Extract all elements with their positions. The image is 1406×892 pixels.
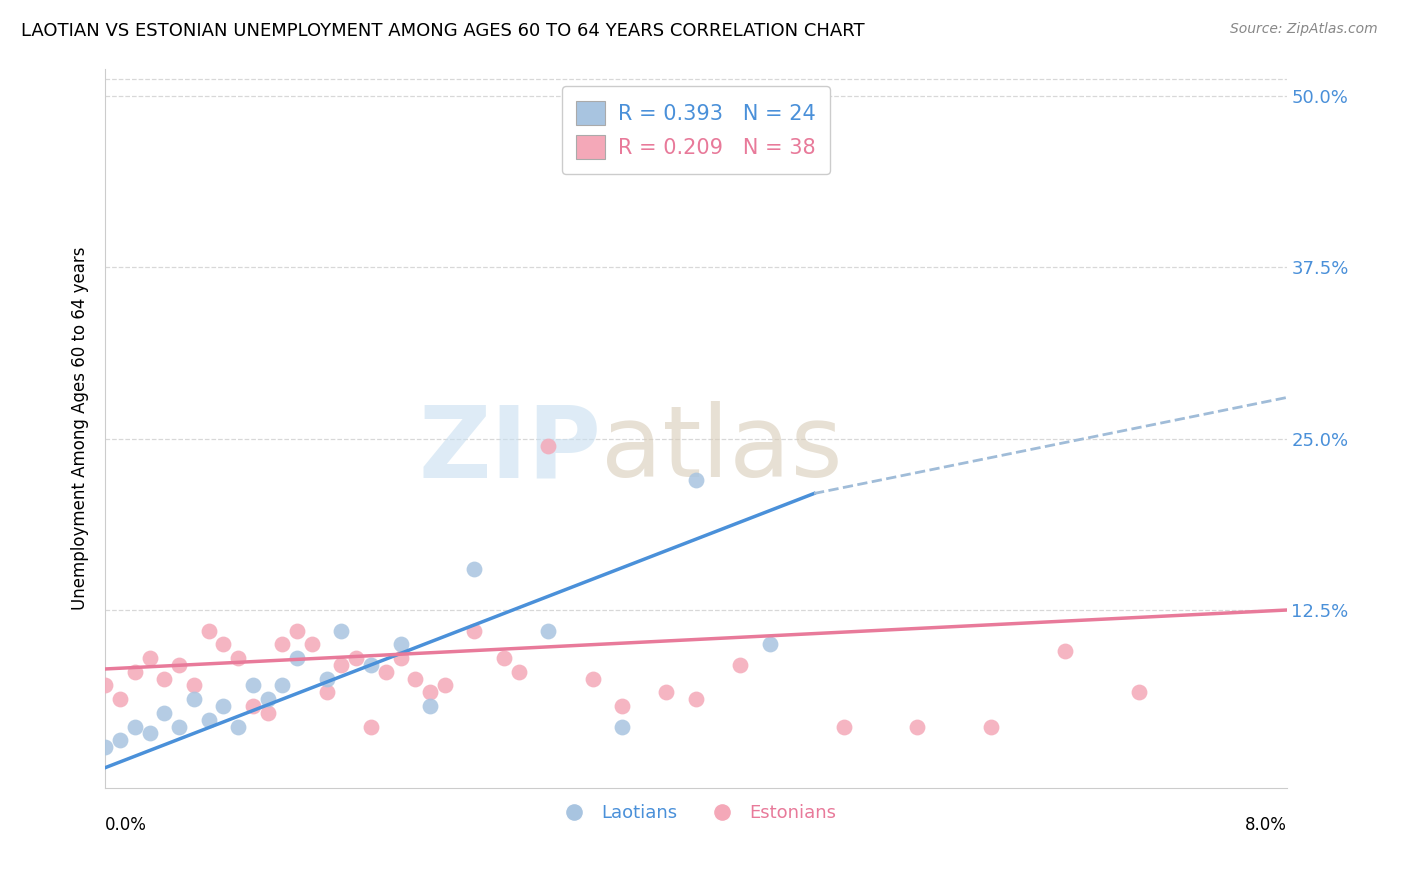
Text: LAOTIAN VS ESTONIAN UNEMPLOYMENT AMONG AGES 60 TO 64 YEARS CORRELATION CHART: LAOTIAN VS ESTONIAN UNEMPLOYMENT AMONG A… <box>21 22 865 40</box>
Point <box>360 657 382 672</box>
Point <box>610 720 633 734</box>
Point <box>610 698 633 713</box>
Point <box>271 678 294 692</box>
Point <box>374 665 396 679</box>
Point <box>832 720 855 734</box>
Text: 8.0%: 8.0% <box>1244 815 1286 834</box>
Point <box>108 692 131 706</box>
Point <box>212 637 235 651</box>
Point <box>685 473 707 487</box>
Point <box>197 713 219 727</box>
Point <box>389 651 412 665</box>
Point <box>344 651 367 665</box>
Point <box>419 698 441 713</box>
Point <box>183 692 205 706</box>
Point <box>197 624 219 638</box>
Point <box>226 720 249 734</box>
Point <box>167 720 190 734</box>
Text: Source: ZipAtlas.com: Source: ZipAtlas.com <box>1230 22 1378 37</box>
Y-axis label: Unemployment Among Ages 60 to 64 years: Unemployment Among Ages 60 to 64 years <box>72 246 89 610</box>
Point <box>360 720 382 734</box>
Point <box>492 651 515 665</box>
Point <box>242 698 264 713</box>
Point <box>581 672 603 686</box>
Point <box>655 685 678 699</box>
Point <box>94 678 117 692</box>
Point <box>980 720 1002 734</box>
Point <box>433 678 456 692</box>
Point <box>301 637 323 651</box>
Point <box>108 733 131 747</box>
Point <box>183 678 205 692</box>
Point <box>138 726 160 740</box>
Text: 0.0%: 0.0% <box>105 815 148 834</box>
Point <box>419 685 441 699</box>
Point <box>138 651 160 665</box>
Point <box>537 438 560 452</box>
Point <box>285 651 308 665</box>
Point <box>226 651 249 665</box>
Point <box>389 637 412 651</box>
Point <box>153 672 176 686</box>
Point <box>330 624 353 638</box>
Point <box>463 562 485 576</box>
Point <box>167 657 190 672</box>
Point <box>256 692 278 706</box>
Point <box>728 657 751 672</box>
Point <box>685 692 707 706</box>
Point <box>404 672 426 686</box>
Text: atlas: atlas <box>602 401 844 499</box>
Point <box>315 672 337 686</box>
Point <box>256 706 278 720</box>
Point <box>153 706 176 720</box>
Point <box>508 665 530 679</box>
Text: ZIP: ZIP <box>419 401 602 499</box>
Point <box>758 637 780 651</box>
Point <box>905 720 928 734</box>
Point <box>315 685 337 699</box>
Point <box>242 678 264 692</box>
Point <box>212 698 235 713</box>
Point <box>124 665 146 679</box>
Point <box>537 624 560 638</box>
Legend: Laotians, Estonians: Laotians, Estonians <box>548 797 844 830</box>
Point <box>124 720 146 734</box>
Point <box>1128 685 1150 699</box>
Point <box>463 624 485 638</box>
Point <box>285 624 308 638</box>
Point <box>271 637 294 651</box>
Point <box>330 657 353 672</box>
Point <box>1054 644 1077 658</box>
Point <box>94 740 117 755</box>
